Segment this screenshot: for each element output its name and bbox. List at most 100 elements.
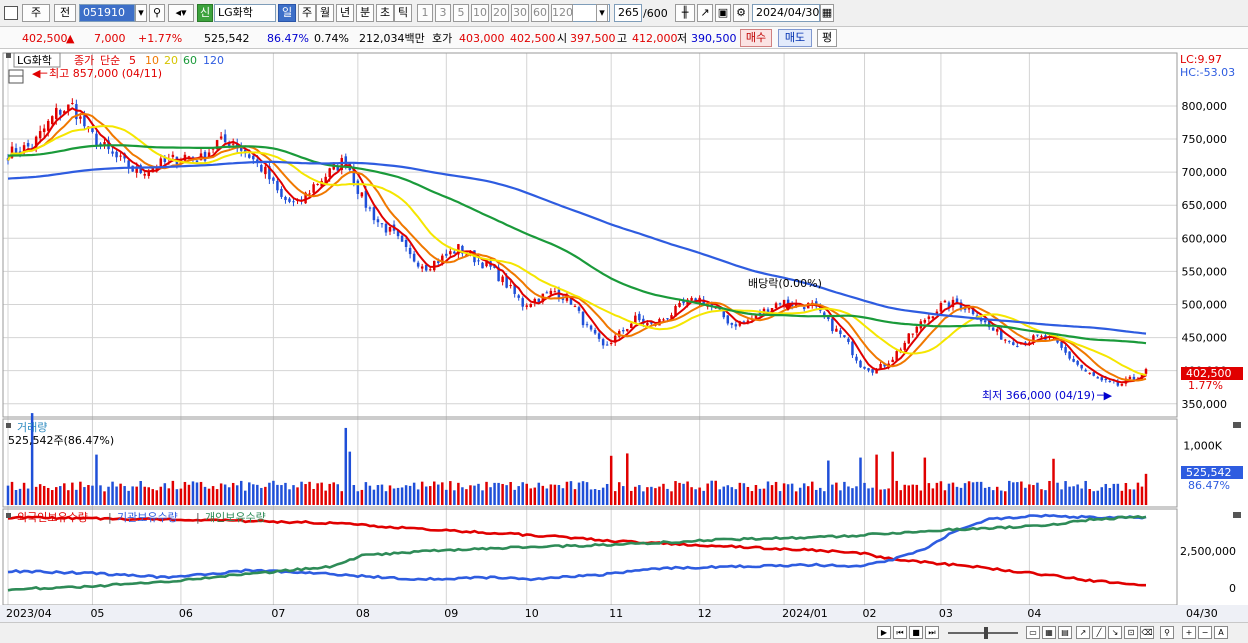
volume-pane-close-icon[interactable] (1233, 422, 1241, 428)
zoom-in-button[interactable]: + (1182, 626, 1196, 639)
interval-1-button[interactable]: 1 (417, 4, 433, 22)
zoom-fit-icon[interactable]: ▭ (1026, 626, 1040, 639)
legend-ma5: 5 (129, 54, 136, 67)
candle-body (867, 368, 870, 371)
sound-icon[interactable]: ◂▾ (168, 4, 194, 22)
lock-icon[interactable]: ⊡ (1124, 626, 1138, 639)
volume-bar (1124, 483, 1128, 505)
period-select[interactable]: 주 (22, 4, 50, 22)
auto-scale-button[interactable]: A (1214, 626, 1228, 639)
eraser-icon[interactable]: ⌫ (1140, 626, 1154, 639)
gear-icon[interactable]: ⚙ (733, 4, 749, 22)
candle-body (207, 152, 211, 159)
interval-60-button[interactable]: 60 (531, 4, 549, 22)
toolbar: 주 전 051910 ▾ ⚲ ◂▾ 신 LG화학 ▾ 265 /600 ╫ ↗ … (0, 0, 1248, 27)
count-input[interactable]: 265 (614, 4, 642, 22)
candle-body (384, 223, 388, 233)
volume-bar (420, 481, 424, 505)
candle-body (195, 160, 199, 163)
prev-button[interactable]: 전 (54, 4, 76, 22)
period-2-button[interactable]: 월 (316, 4, 334, 22)
interval-20-button[interactable]: 20 (491, 4, 509, 22)
candle-body (1084, 369, 1087, 372)
draw-tool-icon[interactable]: ↗ (697, 4, 713, 22)
volume-bar (738, 482, 742, 505)
period-4-button[interactable]: 분 (356, 4, 374, 22)
volume-bar (815, 489, 818, 505)
candle-body (155, 168, 159, 171)
interval-30-button[interactable]: 30 (511, 4, 529, 22)
volume-bar (867, 488, 870, 505)
interval-3-button[interactable]: 3 (435, 4, 451, 22)
date-input[interactable]: 2024/04/30 (752, 4, 820, 22)
candle-body (159, 158, 163, 167)
candle-body (943, 300, 947, 303)
legend-title-box[interactable] (13, 52, 61, 68)
candle-body (927, 316, 931, 319)
volume-bar (754, 485, 758, 505)
code-input[interactable]: 051910 (79, 4, 135, 22)
volume-bar (923, 457, 927, 505)
zoom-slider[interactable] (948, 632, 1018, 634)
volume-bar (111, 481, 114, 505)
candle-body (666, 318, 669, 320)
interval-120-button[interactable]: 120 (551, 4, 573, 22)
period-5-button[interactable]: 초 (376, 4, 394, 22)
candle-body (581, 311, 585, 326)
forward-icon[interactable]: ⏭ (925, 626, 939, 639)
candle-body (593, 329, 597, 334)
search-zoom-icon[interactable]: ⚲ (1160, 626, 1174, 639)
period-1-button[interactable]: 주 (298, 4, 316, 22)
volume-bar (911, 484, 915, 505)
trend-icon[interactable]: ↗ (1076, 626, 1090, 639)
candle-body (420, 266, 424, 269)
candle-body (678, 302, 681, 307)
window-icon[interactable] (4, 6, 18, 20)
arrow-draw-icon[interactable]: ↘ (1108, 626, 1122, 639)
volume-bar (75, 489, 78, 505)
print-icon[interactable]: ▤ (1058, 626, 1072, 639)
calendar-icon[interactable]: ▦ (820, 4, 834, 22)
rewind-icon[interactable]: ⏮ (893, 626, 907, 639)
volume-bar (1004, 491, 1007, 505)
blank-select-chevron-icon[interactable]: ▾ (596, 4, 608, 22)
candle-body (501, 276, 504, 283)
volume-bar (983, 487, 987, 505)
code-dropdown-icon[interactable]: ▾ (135, 4, 147, 22)
candle-body (509, 285, 512, 287)
period-0-button[interactable]: 일 (278, 4, 296, 22)
stock-name-field[interactable]: LG화학 (214, 4, 276, 22)
volume-bar (348, 451, 352, 505)
zoom-slider-handle[interactable] (984, 627, 988, 639)
volume-bar (778, 491, 782, 505)
legend-ma10: 10 (145, 54, 159, 67)
candle-body (730, 322, 734, 325)
eval-button[interactable]: 평 (817, 29, 837, 47)
period-3-button[interactable]: 년 (336, 4, 354, 22)
stop-icon[interactable]: ■ (909, 626, 923, 639)
save-icon[interactable]: ▣ (715, 4, 731, 22)
search-icon[interactable]: ⚲ (149, 4, 165, 22)
interval-5-button[interactable]: 5 (453, 4, 469, 22)
candle-type-icon[interactable]: ╫ (675, 4, 695, 22)
holdings-line-0 (7, 515, 1146, 587)
candle-body (10, 146, 14, 158)
volume-bar (557, 485, 561, 505)
candle-body (573, 306, 577, 308)
stock-chart[interactable]: 350,000400,000450,000500,000550,000600,0… (0, 50, 1248, 622)
zoom-out-button[interactable]: − (1198, 626, 1212, 639)
volume-bar (863, 482, 866, 505)
play-icon[interactable]: ▶ (877, 626, 891, 639)
candle-body (59, 109, 62, 115)
volume-bar (875, 454, 878, 505)
line-draw-icon[interactable]: ╱ (1092, 626, 1106, 639)
volume-bar (408, 485, 412, 505)
interval-10-button[interactable]: 10 (471, 4, 489, 22)
layout-icon[interactable]: ▦ (1042, 626, 1056, 639)
period-6-button[interactable]: 틱 (394, 4, 412, 22)
candle-body (139, 165, 142, 173)
candle-body (630, 323, 633, 328)
holdings-pane-close-icon[interactable] (1233, 512, 1241, 518)
buy-button[interactable]: 매수 (740, 29, 772, 47)
sell-button[interactable]: 매도 (778, 29, 812, 47)
